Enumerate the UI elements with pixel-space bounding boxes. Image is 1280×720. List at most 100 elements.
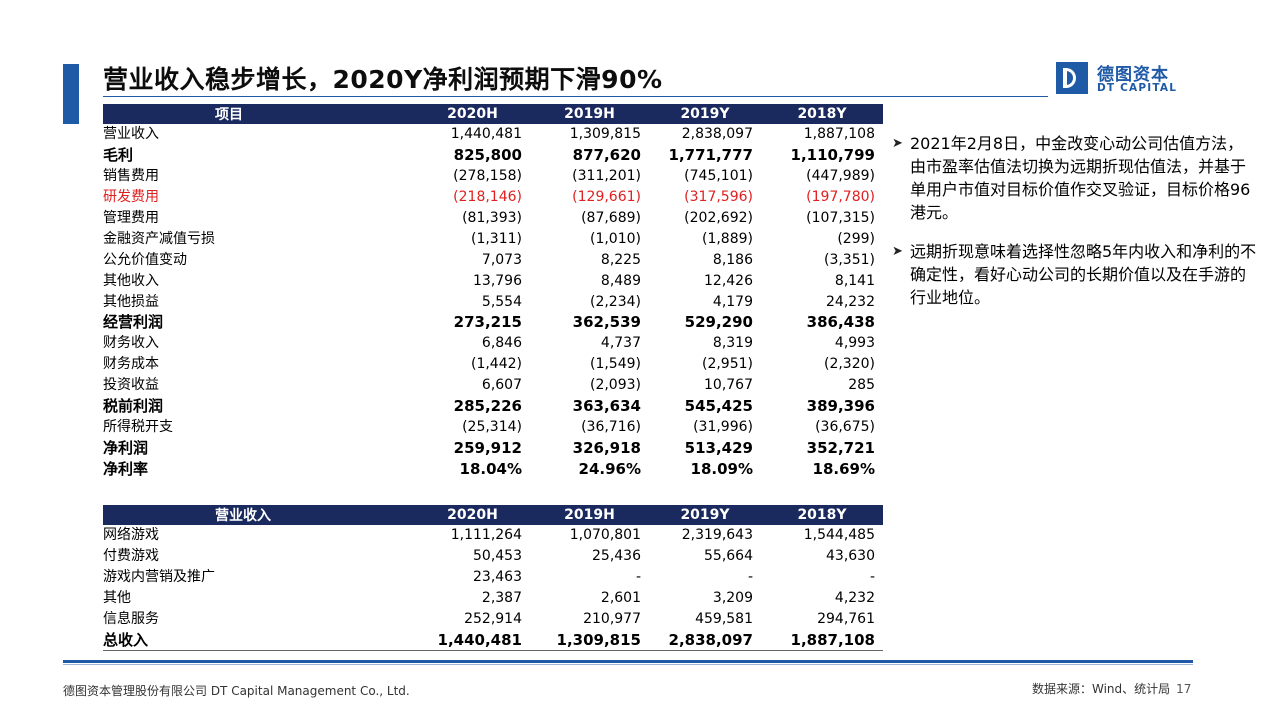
column-header-period: 2019H (530, 104, 649, 124)
row-value: - (635, 569, 641, 586)
row-value: 363,634 (572, 397, 641, 416)
row-label: 其他 (103, 590, 131, 607)
row-value: 273,215 (453, 313, 522, 332)
row-label: 公允价值变动 (103, 251, 187, 268)
row-value: 545,425 (684, 397, 753, 416)
column-header-period: 2019H (530, 505, 649, 525)
table-row: 税前利润 285,226 363,634 545,425 389,396 (103, 396, 883, 417)
note-text: 2021年2月8日，中金改变心动公司估值方法，由市盈率估值法切换为远期折现估值法… (910, 134, 1251, 222)
row-value: (81,393) (462, 210, 522, 226)
title-accent-bar (63, 64, 79, 124)
row-value: 326,918 (572, 438, 641, 457)
row-value: (129,661) (572, 189, 641, 206)
row-label: 经营利润 (103, 313, 164, 332)
row-value: 1,309,815 (569, 126, 641, 143)
row-label: 毛利 (103, 146, 134, 165)
row-value: 1,440,481 (415, 629, 530, 652)
row-value: 259,912 (453, 438, 522, 457)
row-value: 252,914 (464, 611, 522, 627)
logo-english-name: DT CAPITAL (1097, 82, 1178, 94)
column-header-period: 2020H (415, 104, 530, 124)
row-value: (3,351) (823, 251, 875, 268)
row-value: 13,796 (473, 272, 522, 289)
row-label: 金融资产减值亏损 (103, 230, 215, 247)
table-row: 总收入 1,440,481 1,309,815 2,838,097 1,887,108 (103, 629, 883, 652)
row-label: 其他收入 (103, 272, 159, 289)
row-value: (218,146) (453, 189, 522, 206)
income-statement-table: 项目 2020H 2019H 2019Y 2018Y 营业收入 1,440,481 1,30… (103, 104, 883, 479)
row-value: (87,689) (581, 210, 641, 226)
row-value: 1,110,799 (790, 146, 875, 165)
row-value: 210,977 (583, 611, 641, 627)
row-label: 所得税开支 (103, 418, 173, 435)
row-label: 营业收入 (103, 126, 159, 143)
row-value: 23,463 (473, 569, 522, 586)
footer-divider (63, 660, 1193, 663)
row-value: 4,179 (712, 293, 753, 310)
row-value: 2,601 (600, 590, 641, 607)
row-value: 294,761 (817, 611, 875, 627)
table-row: 投资收益 6,607 (2,093) 10,767 285 (103, 375, 883, 396)
row-value: 1,440,481 (450, 126, 522, 143)
row-value: (1,311) (470, 230, 522, 247)
row-value: 18.69% (812, 459, 875, 478)
revenue-breakdown-table: 营业收入 2020H 2019H 2019Y 2018Y 网络游戏 1,111,264 1,… (103, 505, 883, 652)
row-value: 1,544,485 (803, 527, 875, 544)
table-row: 净利润 259,912 326,918 513,429 352,721 (103, 437, 883, 458)
table-header-row: 营业收入 2020H 2019H 2019Y 2018Y (103, 505, 883, 525)
row-value: 8,141 (834, 272, 875, 289)
row-value: 24.96% (578, 459, 641, 478)
row-value: (278,158) (453, 168, 522, 185)
table-row: 研发费用 (218,146) (129,661) (317,596) (197,780) (103, 187, 883, 208)
table-row: 游戏内营销及推广 23,463 - - - (103, 567, 883, 588)
row-value: 459,581 (695, 611, 753, 627)
row-value: 7,073 (481, 251, 522, 268)
arrow-bullet-icon: ➤ (892, 244, 903, 259)
row-value: 825,800 (453, 146, 522, 165)
column-header-period: 2018Y (761, 104, 883, 124)
logo-chinese-name: 德图资本 (1097, 65, 1169, 85)
row-value: 362,539 (572, 313, 641, 332)
row-value: 2,838,097 (649, 629, 761, 652)
row-value: 12,426 (704, 272, 753, 289)
table-row: 销售费用 (278,158) (311,201) (745,101) (447,989) (103, 166, 883, 187)
row-value: 513,429 (684, 438, 753, 457)
row-value: (311,201) (572, 168, 641, 185)
column-header-period: 2018Y (761, 505, 883, 525)
table-row: 金融资产减值亏损 (1,311) (1,010) (1,889) (299) (103, 228, 883, 249)
page-title: 营业收入稳步增长，2020Y净利润预期下滑90% (103, 65, 663, 94)
row-value: 4,993 (834, 335, 875, 352)
row-label: 净利率 (103, 459, 149, 478)
footer-divider-thin (63, 664, 1193, 665)
table-header-row: 项目 2020H 2019H 2019Y 2018Y (103, 104, 883, 124)
row-label: 其他损益 (103, 293, 159, 310)
row-label: 投资收益 (103, 377, 159, 394)
row-label: 付费游戏 (103, 548, 159, 565)
row-label: 财务成本 (103, 356, 159, 373)
row-label: 总收入 (103, 629, 415, 652)
row-value: (745,101) (684, 168, 753, 185)
row-value: 352,721 (806, 438, 875, 457)
table-row: 付费游戏 50,453 25,436 55,664 43,630 (103, 546, 883, 567)
row-value: 8,186 (712, 251, 753, 268)
row-value: 529,290 (684, 313, 753, 332)
table-row: 营业收入 1,440,481 1,309,815 2,838,097 1,887,108 (103, 124, 883, 145)
row-value: 25,436 (592, 548, 641, 565)
row-value: (2,951) (701, 356, 753, 373)
row-value: 2,838,097 (681, 126, 753, 143)
row-value: 10,767 (704, 377, 753, 394)
row-value: (25,314) (462, 418, 522, 435)
note-item: ➤ 远期折现意味着选择性忽略5年内收入和净利的不确定性，看好心动公司的长期价值以… (892, 240, 1257, 309)
table-row: 财务成本 (1,442) (1,549) (2,951) (2,320) (103, 354, 883, 375)
row-value: 389,396 (806, 397, 875, 416)
row-value: 4,232 (834, 590, 875, 607)
column-header-period: 2019Y (649, 505, 761, 525)
company-logo: 德图资本 DT CAPITAL (1056, 60, 1181, 96)
footer-company: 德图资本管理股份有限公司 DT Capital Management Co., … (63, 684, 410, 698)
row-value: 18.09% (690, 459, 753, 478)
row-value: 50,453 (473, 548, 522, 565)
table-row: 净利率 18.04% 24.96% 18.09% 18.69% (103, 458, 883, 479)
column-header-item: 项目 (103, 104, 415, 124)
data-source: 数据来源：Wind、统计局 (1032, 682, 1171, 696)
row-label: 财务收入 (103, 335, 159, 352)
